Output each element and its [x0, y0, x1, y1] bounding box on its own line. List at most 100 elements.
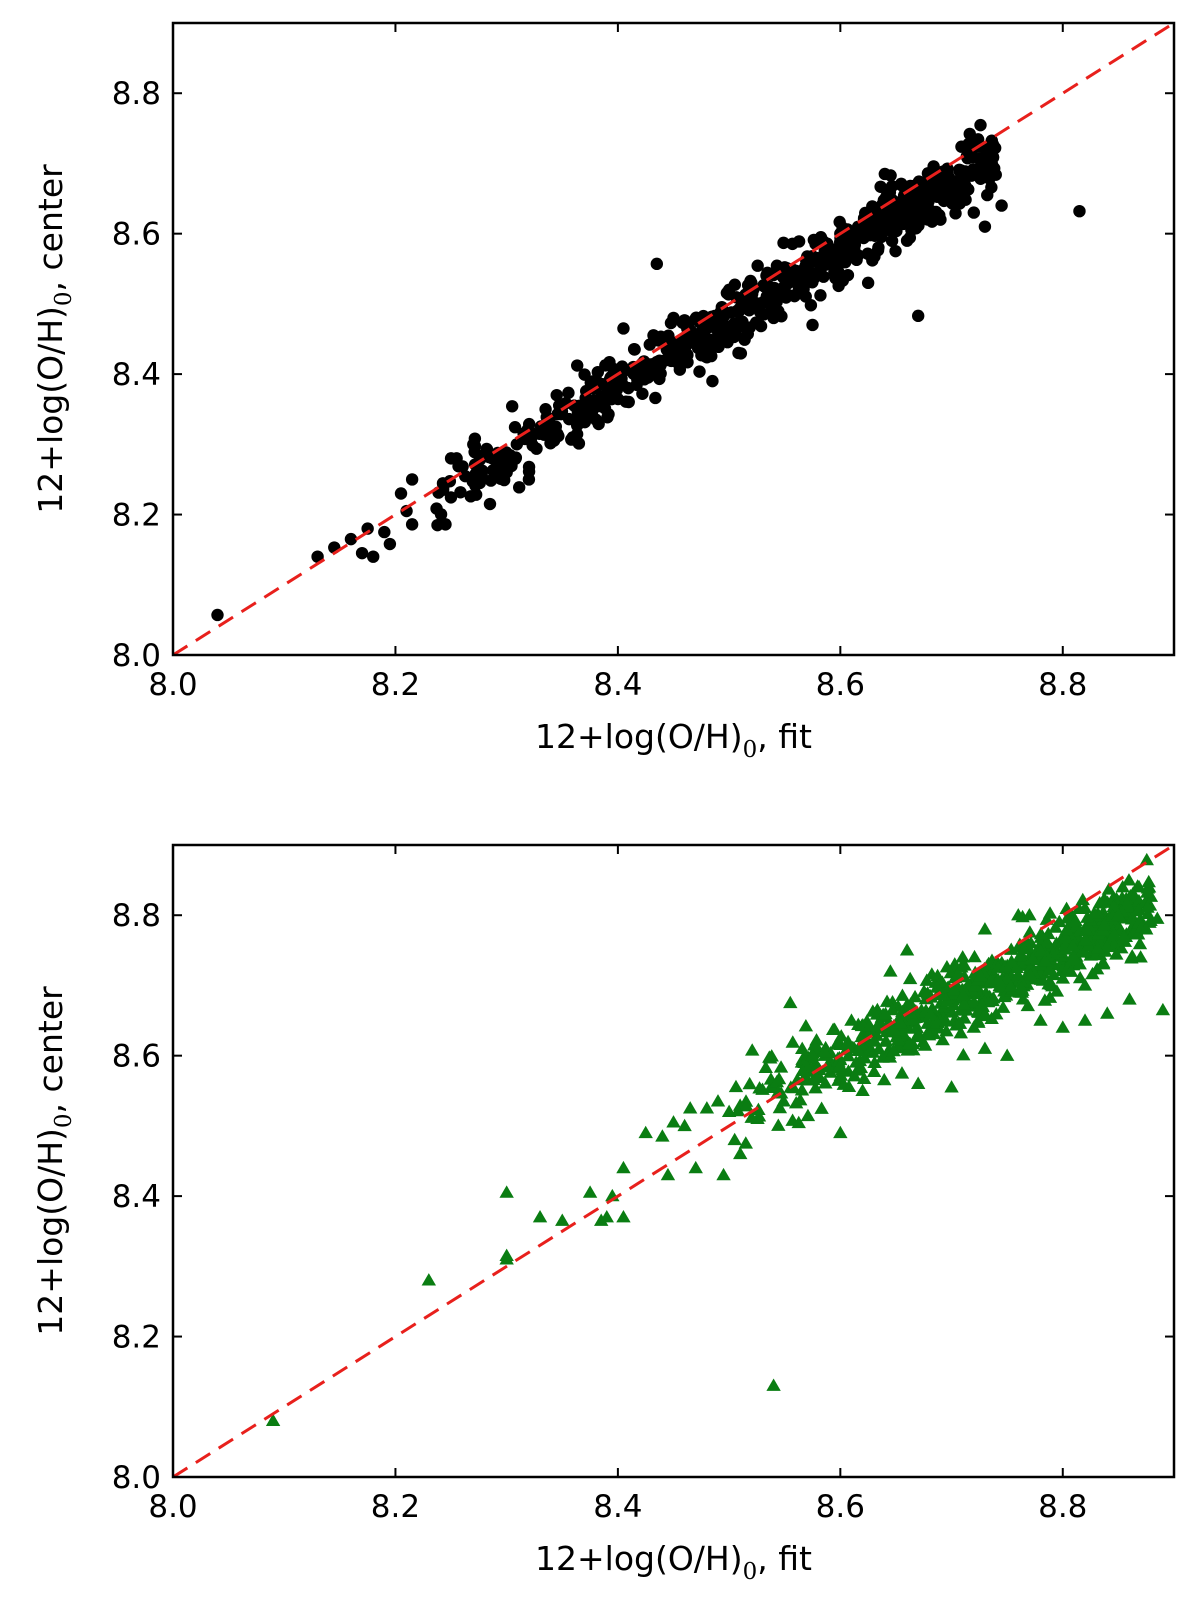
data-point: [1132, 936, 1148, 950]
data-point: [900, 1043, 915, 1056]
data-point: [730, 1103, 746, 1117]
data-point: [814, 289, 827, 302]
data-point: [367, 550, 380, 563]
data-point: [949, 207, 962, 220]
data-point: [919, 973, 934, 986]
y-tick-label: 8.6: [112, 1039, 161, 1075]
data-point: [638, 1125, 653, 1139]
data-point: [722, 283, 736, 297]
x-tick-label: 8.4: [593, 667, 642, 703]
data-point: [821, 1060, 837, 1073]
data-point: [1086, 906, 1102, 919]
data-point: [795, 1041, 810, 1054]
data-point: [1011, 908, 1026, 921]
data-point: [757, 308, 771, 321]
data-point: [995, 1000, 1011, 1013]
data-point: [394, 487, 408, 500]
data-point: [1155, 1002, 1171, 1016]
data-point: [831, 1054, 846, 1067]
data-point: [724, 329, 738, 342]
data-point: [378, 525, 391, 539]
data-point: [522, 473, 536, 486]
data-point: [211, 608, 224, 622]
data-point: [1139, 852, 1154, 866]
data-point: [688, 1160, 703, 1174]
data-point: [973, 968, 988, 982]
data-point: [728, 1079, 744, 1093]
data-point: [682, 1101, 698, 1114]
data-point: [879, 1034, 894, 1047]
data-point: [572, 410, 586, 423]
data-points: [211, 118, 1086, 622]
data-point: [959, 193, 972, 206]
data-point: [1014, 981, 1029, 994]
data-point: [902, 971, 918, 985]
data-point: [483, 497, 497, 511]
data-point: [951, 966, 966, 980]
x-tick-label: 8.6: [816, 1489, 865, 1525]
data-point: [974, 997, 990, 1011]
x-tick-label: 8.2: [371, 1489, 420, 1525]
data-point: [1077, 901, 1093, 914]
data-point: [836, 1077, 852, 1090]
scatter-panel-bottom: 8.0 8.2 8.4 8.6 8.8 8.0 8.2 8.4 8.6 8.8 12+log(O/H…: [31, 843, 1176, 1585]
data-point: [1100, 1006, 1115, 1019]
data-point: [734, 347, 748, 360]
ticks: 8.0 8.2 8.4 8.6 8.8 8.0 8.2 8.4 8.6 8.8: [112, 23, 1174, 703]
data-point: [526, 439, 539, 452]
data-point: [765, 283, 778, 296]
data-point: [800, 1108, 816, 1122]
data-point: [867, 1055, 882, 1068]
data-point: [877, 1072, 892, 1086]
data-point: [1065, 938, 1081, 951]
data-point: [847, 1068, 862, 1082]
data-point: [643, 338, 656, 351]
data-point: [265, 1413, 281, 1427]
data-points: [265, 852, 1171, 1427]
data-point: [878, 1006, 893, 1020]
data-point: [664, 354, 678, 367]
data-point: [499, 1248, 514, 1261]
data-point: [716, 1167, 731, 1181]
y-tick-label: 8.0: [112, 638, 161, 674]
data-point: [1131, 880, 1147, 893]
data-point: [699, 1101, 715, 1114]
data-point: [889, 213, 903, 226]
data-point: [967, 949, 982, 963]
data-point: [977, 922, 993, 935]
data-point: [713, 321, 726, 335]
data-point: [772, 1100, 788, 1114]
data-point: [995, 199, 1008, 212]
data-point: [769, 1074, 785, 1088]
plot-frame: [171, 21, 1176, 657]
x-tick-label: 8.4: [593, 1489, 642, 1525]
data-point: [1121, 873, 1137, 886]
data-point: [1080, 910, 1095, 923]
data-point: [727, 1132, 742, 1146]
data-point: [1107, 927, 1122, 940]
data-point: [833, 1125, 848, 1139]
data-point: [571, 359, 584, 372]
data-point: [1115, 879, 1130, 893]
data-point: [865, 1004, 881, 1017]
data-point: [1066, 950, 1082, 963]
data-point: [934, 213, 947, 226]
data-point: [827, 1022, 842, 1035]
data-point: [562, 412, 576, 426]
data-point: [792, 275, 805, 288]
data-point: [807, 1038, 822, 1051]
data-point: [653, 357, 666, 371]
data-point: [617, 322, 630, 335]
data-point: [700, 351, 714, 364]
data-point: [714, 334, 727, 348]
data-point: [977, 1007, 993, 1020]
data-point: [817, 1044, 832, 1058]
data-point: [1107, 891, 1122, 905]
data-point: [1130, 927, 1146, 940]
data-point: [800, 255, 814, 268]
data-point: [1048, 920, 1063, 933]
data-point: [886, 1022, 902, 1036]
data-point: [1106, 899, 1121, 913]
data-point: [1033, 1013, 1048, 1026]
data-point: [1072, 956, 1087, 970]
